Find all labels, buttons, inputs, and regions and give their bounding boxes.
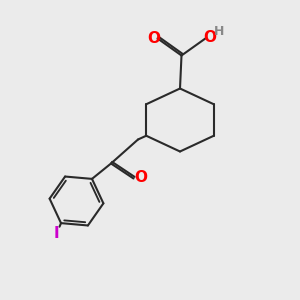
Text: O: O bbox=[134, 170, 147, 185]
Text: O: O bbox=[203, 30, 216, 45]
Text: O: O bbox=[147, 31, 160, 46]
Text: I: I bbox=[54, 226, 59, 241]
Text: H: H bbox=[214, 25, 224, 38]
